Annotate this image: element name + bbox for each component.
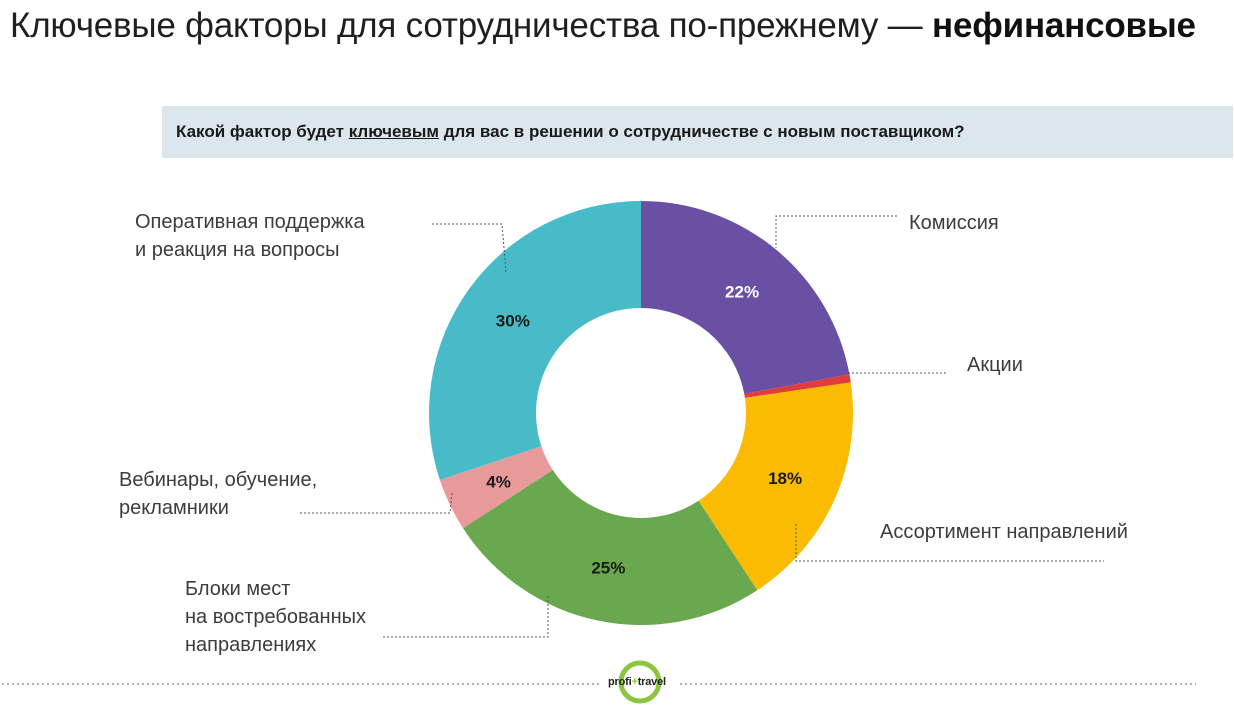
leader-support	[432, 223, 507, 273]
label-webinars: Вебинары, обучение, рекламники	[119, 466, 317, 522]
question-before: Какой фактор будет	[176, 122, 349, 141]
label-support-line1: Оперативная поддержка	[135, 211, 365, 233]
logo-plus: +	[631, 676, 638, 688]
question-after: для вас в решении о сотрудничестве с нов…	[438, 122, 965, 141]
label-webinars-line2: рекламники	[119, 497, 229, 519]
slice-5	[429, 201, 641, 481]
slice-4	[439, 446, 553, 529]
leader-webinars	[300, 492, 453, 514]
page-title: Ключевые факторы для сотрудничества по-п…	[10, 6, 1196, 46]
title-normal: Ключевые факторы для сотрудничества по-п…	[10, 6, 923, 45]
slice-label-4: 4%	[486, 472, 511, 491]
logo-text-right: travel	[637, 676, 666, 688]
label-promo: Акции	[967, 354, 1023, 376]
leader-assortment	[795, 524, 1104, 562]
label-commission: Комиссия	[909, 212, 999, 234]
donut-slices	[429, 201, 853, 625]
profi-travel-logo-icon	[618, 660, 662, 704]
logo-text-left: profi	[608, 676, 632, 688]
slice-3	[462, 470, 758, 625]
slice-label-0: 22%	[725, 283, 759, 302]
percent-labels: 22% 18% 25% 4% 30%	[486, 283, 802, 578]
slice-1	[744, 374, 851, 398]
leader-lines	[300, 215, 1104, 638]
label-blocks-line1: Блоки мест	[185, 578, 291, 600]
label-webinars-line1: Вебинары, обучение,	[119, 469, 318, 491]
label-support: Оперативная поддержка и реакция на вопро…	[135, 208, 365, 264]
slice-label-2: 18%	[768, 469, 802, 488]
slice-label-3: 25%	[591, 559, 625, 578]
label-assortment: Ассортимент направлений	[880, 521, 1128, 543]
slice-0	[641, 201, 850, 394]
leader-blocks	[382, 596, 549, 638]
label-support-line2: и реакция на вопросы	[135, 239, 340, 261]
question-banner: Какой фактор будет ключевым для вас в ре…	[162, 106, 1233, 158]
question-underlined: ключевым	[348, 122, 439, 141]
slice-2	[698, 382, 853, 591]
label-blocks-line2: на востребованных	[185, 606, 366, 628]
title-bold: нефинансовые	[932, 6, 1196, 45]
label-blocks-line3: направлениях	[185, 634, 317, 656]
logo-text: profi+travel	[608, 676, 666, 688]
slice-label-5: 30%	[496, 312, 530, 331]
leader-commission	[775, 215, 897, 248]
label-blocks: Блоки мест на востребованных направления…	[185, 575, 366, 659]
